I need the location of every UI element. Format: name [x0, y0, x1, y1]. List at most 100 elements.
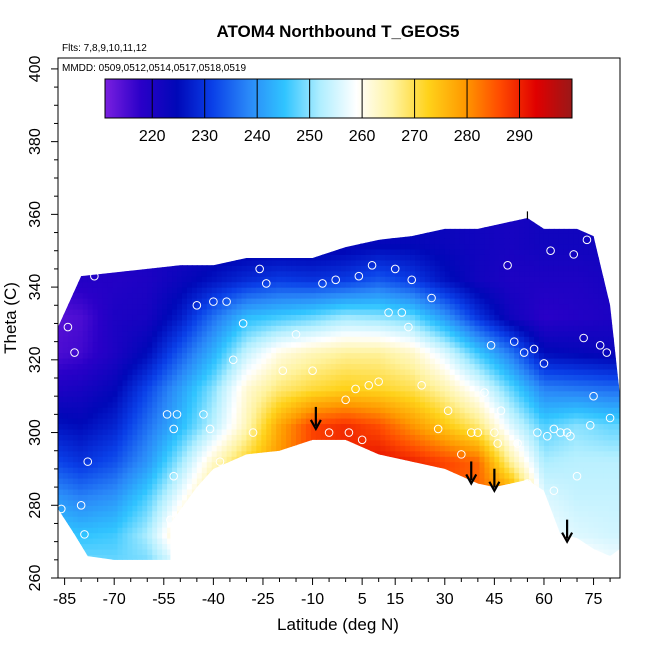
- heat-cell: [355, 238, 362, 245]
- heat-cell: [152, 254, 158, 261]
- heat-cell: [305, 439, 312, 446]
- heat-cell: [335, 347, 342, 354]
- heat-cell: [152, 319, 158, 326]
- heat-cell: [360, 298, 367, 305]
- heat-cell: [172, 227, 178, 234]
- heat-cell: [67, 450, 74, 457]
- heat-cell: [211, 292, 218, 299]
- heat-cell: [226, 543, 233, 550]
- heat-cell: [419, 276, 426, 283]
- heat-cell: [157, 254, 163, 261]
- heat-cell: [395, 456, 401, 463]
- heat-cell: [236, 325, 243, 332]
- heat-cell: [321, 211, 327, 217]
- heat-cell: [350, 238, 357, 245]
- heat-cell: [107, 445, 114, 452]
- heat-cell: [380, 374, 386, 381]
- heat-cell: [206, 428, 213, 435]
- heat-cell: [201, 314, 208, 321]
- heat-cell: [246, 412, 252, 419]
- heat-cell: [147, 434, 153, 441]
- heat-cell: [142, 390, 148, 397]
- heat-cell: [132, 319, 138, 326]
- heat-cell: [77, 428, 84, 435]
- heat-cell: [236, 538, 243, 545]
- heat-cell: [87, 401, 94, 408]
- heat-cell: [360, 538, 367, 545]
- heat-cell: [276, 554, 282, 560]
- heat-cell: [286, 396, 292, 403]
- heat-cell: [58, 232, 64, 239]
- heat-cell: [147, 467, 153, 474]
- heat-cell: [425, 560, 431, 566]
- heat-cell: [67, 521, 74, 528]
- heat-cell: [152, 532, 158, 539]
- heat-cell: [291, 379, 297, 386]
- heat-cell: [335, 238, 342, 245]
- heat-cell: [395, 259, 401, 266]
- heat-cell: [102, 276, 109, 283]
- heat-cell: [385, 510, 391, 517]
- heat-cell: [58, 516, 64, 523]
- heat-cell: [271, 276, 277, 283]
- heat-cell: [305, 287, 312, 294]
- heat-cell: [87, 347, 94, 354]
- heat-cell: [211, 221, 218, 228]
- heat-cell: [335, 218, 342, 223]
- heat-cell: [296, 211, 302, 217]
- heat-cell: [202, 560, 208, 566]
- heat-cell: [350, 336, 357, 343]
- heat-cell: [107, 248, 114, 255]
- heat-cell: [246, 265, 252, 272]
- heat-cell: [82, 450, 89, 457]
- heat-cell: [92, 254, 99, 261]
- heat-cell: [365, 352, 372, 359]
- heat-cell: [137, 298, 143, 305]
- heat-cell: [201, 303, 208, 310]
- heat-cell: [360, 494, 367, 501]
- heat-cell: [186, 390, 193, 397]
- heat-cell: [365, 548, 372, 555]
- heat-cell: [256, 434, 262, 441]
- heat-cell: [410, 287, 416, 294]
- heat-cell: [251, 325, 257, 332]
- heat-cell: [246, 510, 252, 517]
- heat-cell: [137, 423, 143, 430]
- heat-cell: [117, 467, 124, 474]
- heat-cell: [147, 548, 153, 555]
- heat-cell: [82, 396, 89, 403]
- heat-cell: [142, 532, 148, 539]
- heat-cell: [152, 281, 158, 288]
- heat-cell: [375, 548, 381, 555]
- heat-cell: [400, 325, 406, 332]
- heat-cell: [62, 510, 69, 517]
- heat-cell: [67, 505, 74, 512]
- heat-cell: [385, 276, 391, 283]
- heat-cell: [142, 232, 148, 239]
- heat-cell: [266, 488, 272, 495]
- heat-cell: [58, 298, 64, 305]
- heat-cell: [92, 527, 99, 534]
- heat-cell: [162, 407, 168, 414]
- heat-cell: [335, 450, 342, 457]
- heat-cell: [92, 238, 99, 245]
- heat-cell: [186, 218, 193, 223]
- heat-cell: [365, 527, 372, 534]
- heat-cell: [415, 341, 421, 348]
- heat-cell: [206, 363, 213, 370]
- heat-cell: [335, 390, 342, 397]
- heat-cell: [92, 227, 99, 234]
- heat-cell: [365, 412, 372, 419]
- heat-cell: [142, 308, 148, 315]
- heat-cell: [226, 276, 233, 283]
- heat-cell: [147, 428, 153, 435]
- heat-cell: [211, 238, 218, 245]
- heat-cell: [296, 434, 302, 441]
- heat-cell: [375, 390, 381, 397]
- heat-cell: [97, 423, 104, 430]
- heat-cell: [58, 554, 64, 560]
- heat-cell: [206, 303, 213, 310]
- heat-cell: [167, 401, 173, 408]
- heat-cell: [300, 292, 307, 299]
- heat-cell: [380, 238, 386, 245]
